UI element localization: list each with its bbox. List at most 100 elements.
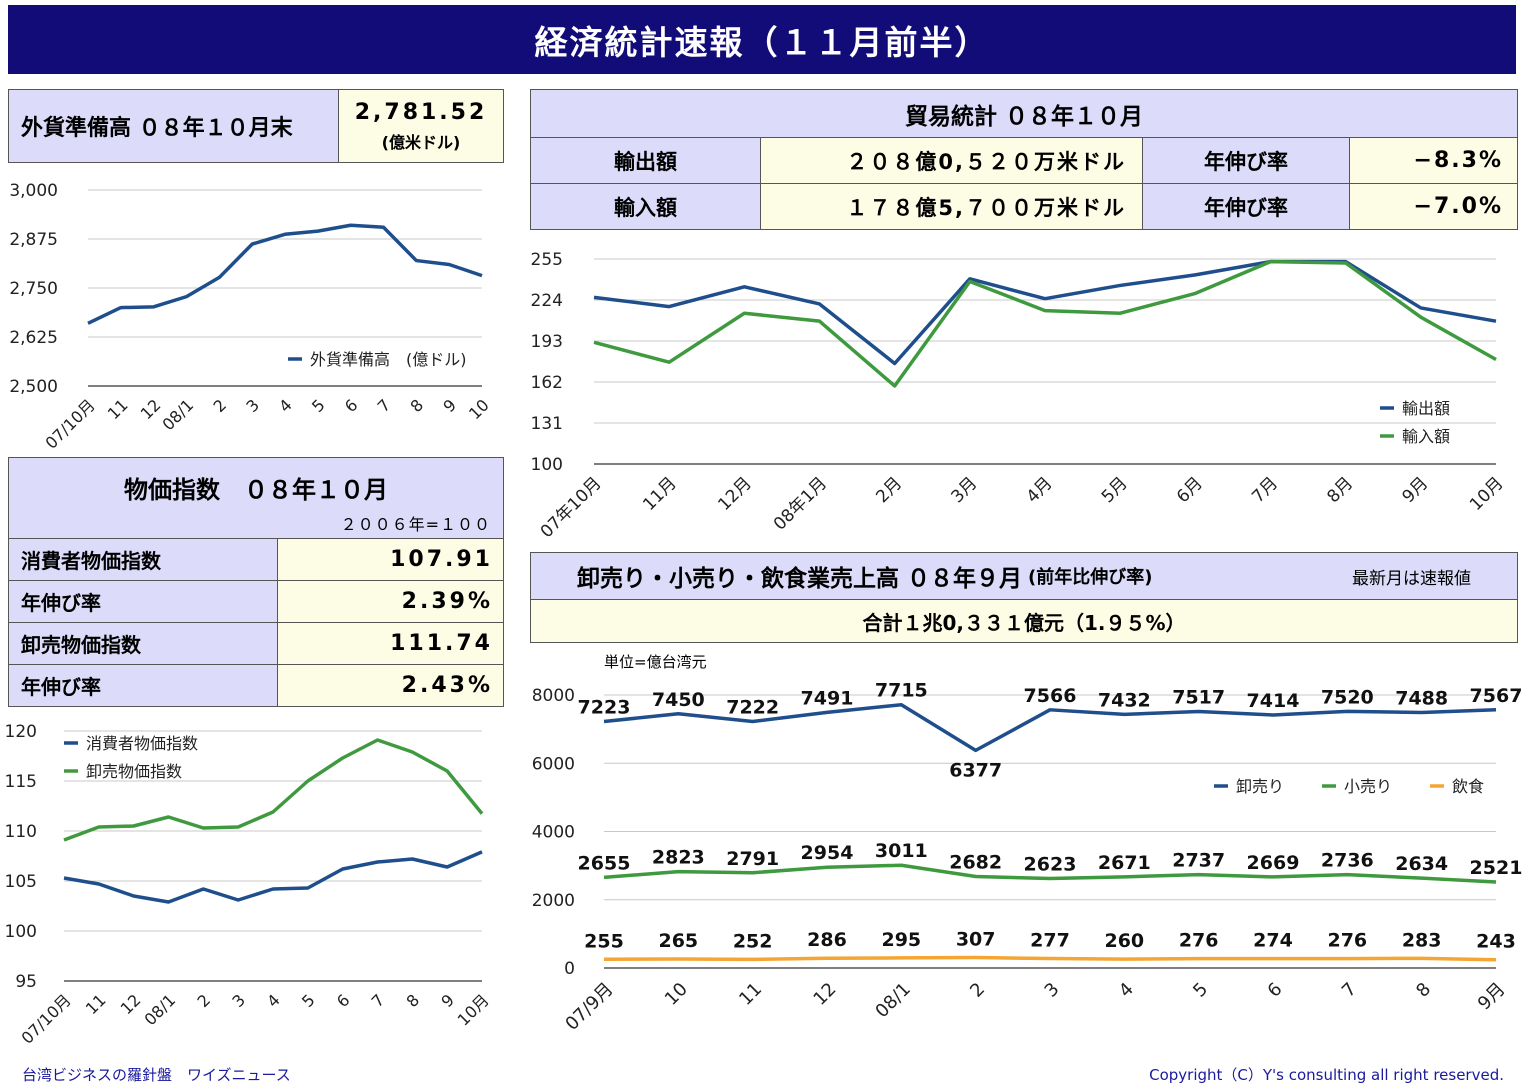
data-label: 2736: [1321, 850, 1374, 872]
data-label: 2737: [1172, 850, 1225, 872]
x-tick-label: 5: [308, 395, 329, 416]
trade-row-growth-label: 年伸び率: [1142, 137, 1350, 184]
x-tick-label: 11: [82, 990, 110, 1018]
data-label: 286: [807, 929, 847, 951]
x-tick-label: 5月: [1098, 473, 1132, 507]
y-tick-label: 2,500: [9, 377, 58, 397]
sales-title: 卸売り・小売り・飲食業売上高 ０８年９月: [577, 566, 1023, 592]
x-tick-label: 3: [242, 395, 263, 416]
price-row: 年伸び率 2.39%: [8, 580, 504, 623]
data-label: 7488: [1395, 687, 1448, 709]
price-table: 消費者物価指数 107.91 年伸び率 2.39% 卸売物価指数 111.74 年伸び率 2.…: [8, 538, 504, 707]
x-tick-label: 8: [403, 990, 424, 1011]
fx-value-box: 2,781.52 (億米ドル): [338, 89, 504, 163]
data-label: 255: [584, 930, 624, 952]
price-row: 年伸び率 2.43%: [8, 664, 504, 707]
y-tick-label: 2000: [532, 891, 575, 911]
x-tick-label: 3: [228, 990, 249, 1011]
x-tick-label: 9月: [1474, 979, 1510, 1015]
data-label: 7222: [726, 697, 779, 719]
y-tick-label: 120: [5, 722, 37, 742]
x-tick-label: 3月: [948, 473, 982, 507]
data-label: 2634: [1395, 853, 1448, 875]
legend-label: 小売り: [1344, 777, 1392, 796]
price-row-label: 年伸び率: [8, 580, 278, 623]
x-tick-label: 6: [333, 990, 354, 1011]
trade-row-label: 輸入額: [530, 183, 761, 230]
legend-label: 輸出額: [1402, 399, 1450, 418]
x-tick-label: 7: [374, 395, 395, 416]
data-label: 7432: [1098, 689, 1151, 711]
data-label: 276: [1327, 930, 1367, 952]
y-tick-label: 3,000: [9, 181, 58, 201]
data-label: 276: [1179, 930, 1219, 952]
sales-header: 卸売り・小売り・飲食業売上高 ０８年９月 (前年比伸び率) 最新月は速報値: [530, 552, 1518, 600]
trade-row-growth: −8.3%: [1349, 137, 1518, 184]
data-label: 2823: [652, 847, 705, 869]
x-tick-label: 07/9月: [561, 979, 617, 1035]
y-tick-label: 193: [531, 332, 563, 352]
legend-label: 輸入額: [1402, 427, 1450, 446]
y-tick-label: 8000: [532, 686, 575, 706]
data-label: 274: [1253, 930, 1293, 952]
trade-row: 輸入額 １７８億5,７００万米ドル 年伸び率 −7.0%: [530, 183, 1518, 230]
data-label: 252: [733, 930, 773, 952]
x-tick-label: 07/10月: [17, 990, 74, 1047]
trade-row-growth-label: 年伸び率: [1142, 183, 1350, 230]
data-label: 260: [1104, 930, 1144, 952]
legend-label: 消費者物価指数: [86, 734, 198, 753]
data-label: 2954: [801, 842, 854, 864]
price-row-label: 年伸び率: [8, 664, 278, 707]
y-tick-label: 105: [5, 872, 37, 892]
x-tick-label: 4月: [1023, 473, 1057, 507]
x-tick-label: 9: [439, 395, 460, 416]
x-tick-label: 6月: [1173, 473, 1207, 507]
x-tick-label: 9月: [1399, 473, 1433, 507]
x-tick-label: 5: [1189, 979, 1212, 1002]
data-label: 265: [658, 930, 698, 952]
series-line-2: [63, 738, 484, 842]
x-tick-label: 2: [966, 979, 989, 1002]
series-line-1: [87, 223, 483, 325]
price-header: 物価指数 ０８年１０月 ２００６年=１００: [8, 457, 504, 539]
x-tick-label: 7: [368, 990, 389, 1011]
data-label: 295: [881, 929, 921, 951]
price-row-value: 2.43%: [277, 664, 504, 707]
data-label: 7715: [875, 680, 928, 702]
data-label: 7567: [1470, 685, 1523, 707]
x-tick-label: 08年1月: [770, 473, 831, 534]
data-label: 7223: [578, 697, 631, 719]
x-tick-label: 11: [735, 979, 766, 1010]
x-tick-label: 9: [437, 990, 458, 1011]
price-row: 卸売物価指数 111.74: [8, 622, 504, 665]
data-label: 2655: [578, 852, 631, 874]
y-tick-label: 100: [531, 455, 563, 475]
data-label: 277: [1030, 930, 1070, 952]
data-label: 7450: [652, 689, 705, 711]
sales-unit-note: 単位=億台湾元: [604, 653, 707, 671]
data-label: 6377: [949, 759, 1002, 781]
x-tick-label: 12: [809, 979, 840, 1010]
x-tick-label: 08/1: [140, 990, 179, 1029]
fx-value: 2,781.52: [354, 100, 488, 125]
price-row-value: 111.74: [277, 622, 504, 665]
x-tick-label: 10: [661, 979, 692, 1010]
x-tick-label: 12: [117, 990, 145, 1018]
x-tick-label: 5: [298, 990, 319, 1011]
sales-title-note: (前年比伸び率): [1028, 567, 1153, 588]
data-label: 7566: [1024, 685, 1077, 707]
y-tick-label: 6000: [532, 754, 575, 774]
x-tick-label: 10月: [454, 990, 493, 1029]
data-label: 7517: [1172, 686, 1225, 708]
fx-unit: (億米ドル): [381, 133, 461, 152]
x-tick-label: 10: [465, 395, 493, 423]
legend-label: 外貨準備高 (億ドル): [310, 350, 467, 369]
data-label: 2669: [1247, 852, 1300, 874]
price-base: ２００６年=１００: [340, 515, 491, 534]
x-tick-label: 7月: [1248, 473, 1282, 507]
trade-table: 輸出額 ２０８億0,５２０万米ドル 年伸び率 −8.3% 輸入額 １７８億5,７００万米ド…: [530, 137, 1518, 230]
trade-title: 貿易統計 ０８年１０月: [530, 89, 1518, 138]
legend-label: 飲食: [1452, 777, 1484, 796]
data-label: 283: [1402, 929, 1442, 951]
